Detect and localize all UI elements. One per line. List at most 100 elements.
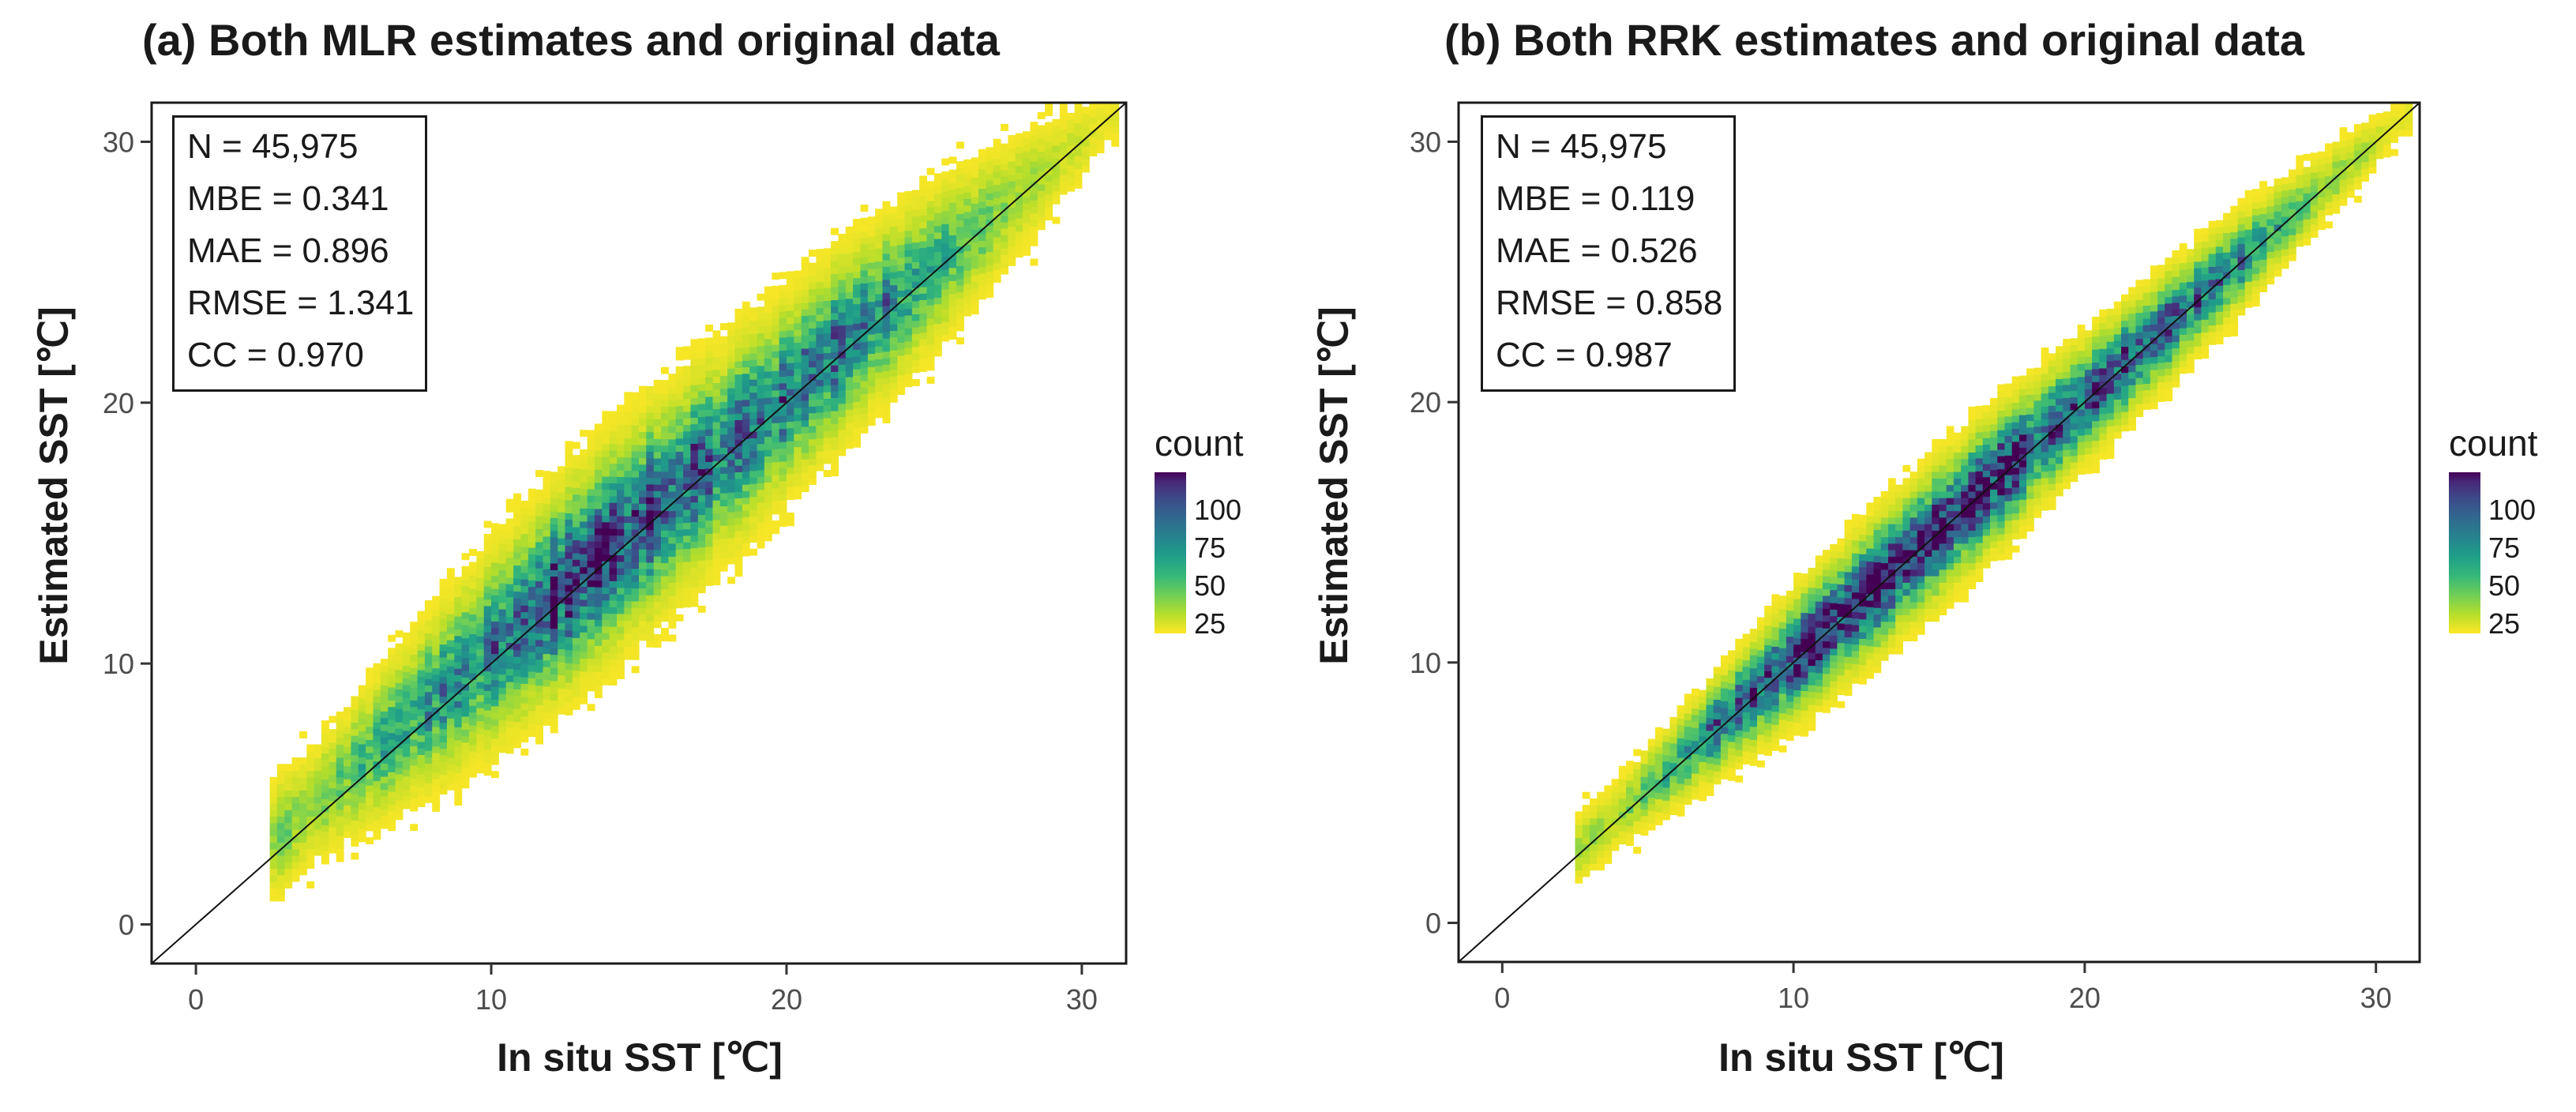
density-bin xyxy=(2011,402,2020,410)
density-bin xyxy=(757,423,765,431)
density-bin xyxy=(2033,393,2042,401)
density-bin xyxy=(971,190,979,197)
density-bin xyxy=(971,287,979,295)
density-bin xyxy=(690,482,699,490)
density-bin xyxy=(690,443,699,451)
density-bin xyxy=(1982,450,1991,458)
density-bin xyxy=(631,620,640,628)
density-bin xyxy=(1684,746,1692,753)
density-bin xyxy=(535,620,543,627)
density-bin xyxy=(1706,717,1714,725)
density-bin xyxy=(1953,543,1962,550)
density-bin xyxy=(919,260,928,268)
density-bin xyxy=(410,764,419,772)
density-bin xyxy=(1880,550,1889,557)
density-bin xyxy=(831,332,839,340)
density-bin xyxy=(963,270,972,278)
density-bin xyxy=(831,358,839,366)
density-bin xyxy=(602,652,610,659)
density-bin xyxy=(823,280,832,288)
density-bin xyxy=(742,477,750,485)
density-bin xyxy=(941,269,950,276)
density-bin xyxy=(410,660,419,668)
density-bin xyxy=(535,600,543,608)
density-bin xyxy=(580,664,588,672)
density-bin xyxy=(705,370,713,378)
density-bin xyxy=(1968,426,1977,434)
density-bin xyxy=(653,484,662,491)
density-bin xyxy=(631,555,640,562)
density-bin xyxy=(764,292,772,300)
density-bin xyxy=(853,427,861,435)
density-bin xyxy=(661,628,669,635)
density-bin xyxy=(402,710,411,718)
density-bin xyxy=(617,633,625,641)
density-bin xyxy=(395,761,404,768)
density-bin xyxy=(653,562,662,569)
density-bin xyxy=(653,399,662,407)
density-bin xyxy=(719,408,728,415)
density-bin xyxy=(1699,742,1707,749)
density-bin xyxy=(1975,535,1984,543)
density-bin xyxy=(1859,521,1867,528)
density-bin xyxy=(469,770,477,778)
density-bin xyxy=(1030,193,1038,201)
density-bin xyxy=(816,333,824,341)
density-bin xyxy=(1953,484,1962,492)
density-bin xyxy=(543,601,551,609)
density-bin xyxy=(1728,767,1736,775)
density-bin xyxy=(690,423,699,431)
density-bin xyxy=(1859,547,1867,554)
density-bin xyxy=(971,235,979,243)
density-bin xyxy=(491,712,499,719)
density-bin xyxy=(889,382,898,390)
density-bin xyxy=(366,752,374,760)
density-bin xyxy=(1771,737,1780,745)
density-bin xyxy=(779,396,787,404)
density-bin xyxy=(329,774,337,782)
density-bin xyxy=(675,543,684,550)
density-bin xyxy=(705,415,713,423)
density-bin xyxy=(734,335,743,342)
density-bin xyxy=(1968,498,1977,505)
density-bin xyxy=(1104,107,1112,115)
density-bin xyxy=(2033,381,2042,388)
density-bin xyxy=(1771,607,1780,614)
density-bin xyxy=(410,674,419,682)
density-bin xyxy=(675,595,684,602)
density-bin xyxy=(454,733,463,741)
density-bin xyxy=(772,475,780,483)
density-bin xyxy=(1895,543,1903,550)
density-bin xyxy=(675,379,684,387)
density-bin xyxy=(956,252,964,260)
density-bin xyxy=(505,642,514,650)
density-bin xyxy=(446,640,455,647)
density-bin xyxy=(602,528,610,535)
density-bin xyxy=(314,828,322,836)
density-bin xyxy=(454,694,463,701)
density-bin xyxy=(2018,441,2027,448)
density-bin xyxy=(757,339,765,347)
density-bin xyxy=(860,400,869,408)
density-bin xyxy=(823,248,832,256)
density-bin xyxy=(1902,569,1911,577)
density-bin xyxy=(1626,799,1634,807)
density-bin xyxy=(897,198,906,206)
density-bin xyxy=(2033,433,2042,440)
density-bin xyxy=(513,682,521,689)
density-bin xyxy=(513,695,521,703)
density-bin xyxy=(653,490,662,498)
density-bin xyxy=(276,776,285,784)
density-bin xyxy=(476,656,485,663)
density-bin xyxy=(587,566,595,574)
density-bin xyxy=(867,385,876,393)
density-bin xyxy=(1851,585,1860,593)
density-bin xyxy=(550,719,558,727)
density-bin xyxy=(1982,444,1991,452)
density-bin xyxy=(897,231,906,239)
density-bin xyxy=(749,372,758,380)
density-bin xyxy=(816,301,824,309)
density-bin xyxy=(668,380,677,388)
density-bin xyxy=(1844,526,1853,534)
density-bin xyxy=(1990,475,1998,483)
